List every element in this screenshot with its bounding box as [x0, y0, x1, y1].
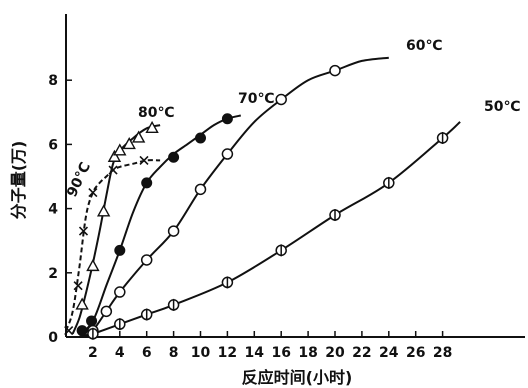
data-point: [141, 177, 153, 189]
data-point: [275, 93, 287, 106]
data-point: [107, 149, 122, 162]
series-line-0: [65, 159, 161, 331]
x-tick-label: 18: [298, 345, 317, 361]
y-axis-title: 分子量(万): [9, 141, 28, 220]
x-tick-label: 10: [191, 345, 211, 361]
x-tick-label: 8: [169, 345, 179, 361]
data-point: [383, 176, 395, 189]
x-axis-title: 反应时间(小时): [242, 368, 353, 387]
data-point: [275, 244, 287, 257]
series-label: 80℃: [138, 105, 174, 121]
series-label: 50℃: [484, 99, 520, 115]
data-point: [195, 132, 206, 144]
x-tick-label: 16: [271, 345, 290, 361]
series-label: 90℃: [64, 160, 94, 200]
data-point: [167, 225, 180, 237]
data-point: [221, 148, 234, 160]
data-point: [221, 113, 233, 125]
data-point: [140, 254, 153, 266]
data-point: [76, 325, 88, 337]
x-tick-label: 14: [245, 345, 265, 361]
series-line-4: [79, 121, 461, 338]
series-label: 60℃: [406, 38, 442, 54]
data-point: [140, 308, 153, 321]
data-point: [139, 155, 149, 166]
data-point: [78, 226, 89, 236]
y-tick-label: 8: [48, 73, 58, 89]
x-tick-label: 28: [433, 345, 452, 361]
data-point: [114, 244, 126, 256]
data-point: [96, 204, 111, 217]
data-point: [87, 327, 99, 340]
data-point: [221, 276, 234, 289]
data-point: [145, 120, 159, 134]
data-point: [114, 286, 126, 298]
data-point: [436, 131, 449, 144]
data-point: [86, 258, 100, 272]
data-point: [108, 165, 118, 175]
y-tick-label: 0: [48, 330, 58, 346]
data-point: [329, 64, 341, 77]
y-tick-label: 6: [48, 137, 58, 153]
data-point: [113, 143, 127, 156]
data-point: [86, 315, 98, 327]
series-labels: 90℃ 80℃ 70℃ 60℃ 50℃: [64, 38, 520, 200]
data-point: [114, 318, 126, 331]
series-markers: [64, 64, 449, 340]
data-point: [131, 130, 146, 143]
data-point: [194, 183, 207, 196]
series-line-2: [78, 114, 242, 337]
series-label: 70℃: [238, 91, 274, 107]
data-point: [122, 136, 136, 150]
x-tick-label: 2: [88, 345, 98, 361]
data-point: [64, 326, 74, 336]
x-tick-label: 4: [115, 345, 125, 361]
data-point: [167, 298, 180, 311]
x-tick-label: 22: [352, 345, 371, 361]
x-tick-label: 20: [325, 345, 345, 361]
data-point: [100, 305, 113, 318]
x-tick-label: 12: [218, 345, 237, 361]
data-point: [73, 281, 83, 291]
data-point: [75, 297, 89, 310]
y-tick-label: 4: [48, 202, 58, 218]
x-tick-label: 26: [406, 345, 425, 361]
data-point: [329, 209, 341, 222]
x-tick-label: 24: [379, 345, 399, 361]
x-tick-label: 6: [142, 345, 152, 361]
axes: [65, 14, 525, 338]
data-point: [168, 151, 180, 163]
y-tick-label: 2: [48, 266, 58, 282]
data-point: [88, 187, 98, 198]
